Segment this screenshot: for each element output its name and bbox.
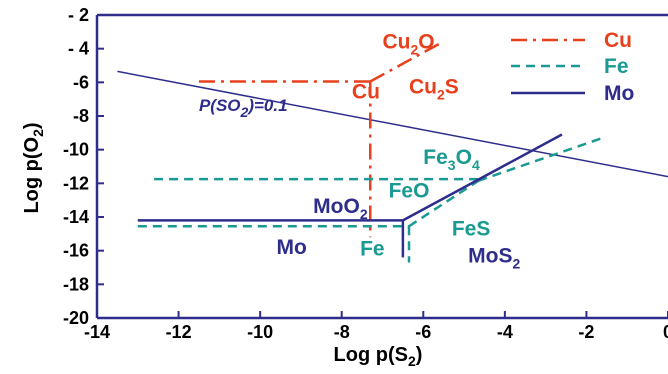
legend: Cu Fe Mo [511, 29, 634, 105]
y-tick-label: -12 [63, 173, 89, 193]
y-tick-label: - 2 [68, 5, 89, 25]
series-layer [137, 42, 604, 263]
x-tick-label: -8 [334, 322, 350, 342]
annotation-feo: FeO [389, 180, 430, 203]
y-tick-label: - 4 [68, 39, 89, 59]
annotation-mo: Mo [276, 236, 306, 259]
annotation-fe: Fe [360, 238, 385, 261]
y-tick-label: -16 [63, 241, 89, 261]
y-tick-label: -20 [63, 308, 89, 328]
annotation-so2: P(SO2)=0.1 [199, 96, 288, 120]
y-tick-label: -18 [63, 274, 89, 294]
x-tick-label: -2 [578, 322, 594, 342]
annotation-fes: FeS [452, 218, 491, 241]
legend-fe-label: Fe [604, 55, 629, 78]
y-tick-label: -14 [63, 207, 89, 227]
annotation-mos2: MoS2 [468, 244, 520, 271]
annotation-cu2o: Cu2O [383, 31, 435, 58]
x-axis-title: Log p(S2) [334, 344, 423, 369]
y-tick-label: -8 [73, 106, 89, 126]
series-mo-segment [402, 133, 563, 222]
annotation-cu: Cu [352, 80, 380, 103]
x-tick-label: 0 [663, 322, 668, 342]
x-tick-label: -6 [415, 322, 431, 342]
so2-reference-layer [117, 70, 668, 178]
x-tick-label: -14 [84, 322, 110, 342]
plot-area [95, 13, 668, 320]
x-tick-label: -12 [166, 322, 192, 342]
legend-mo-label: Mo [604, 82, 634, 105]
legend-cu-label: Cu [604, 29, 632, 52]
x-tick-label: -4 [497, 322, 513, 342]
series-fe-segment [477, 136, 604, 182]
y-axis-title: Log p(O2) [21, 122, 46, 213]
annotation-cu2s: Cu2S [409, 75, 459, 102]
annotation-fe3o4: Fe3O4 [423, 146, 480, 173]
y-tick-label: -6 [73, 72, 89, 92]
y-tick-label: -10 [63, 140, 89, 160]
series-cu-segment [369, 42, 441, 83]
ticks-layer: - 2- 4-6-8-10-12-14-16-18-20-14 -12 -10 -8-… [63, 5, 668, 342]
so2-reference-line [117, 70, 668, 178]
x-tick-label: -10 [247, 322, 273, 342]
annotation-moo2: MoO2 [313, 195, 368, 222]
